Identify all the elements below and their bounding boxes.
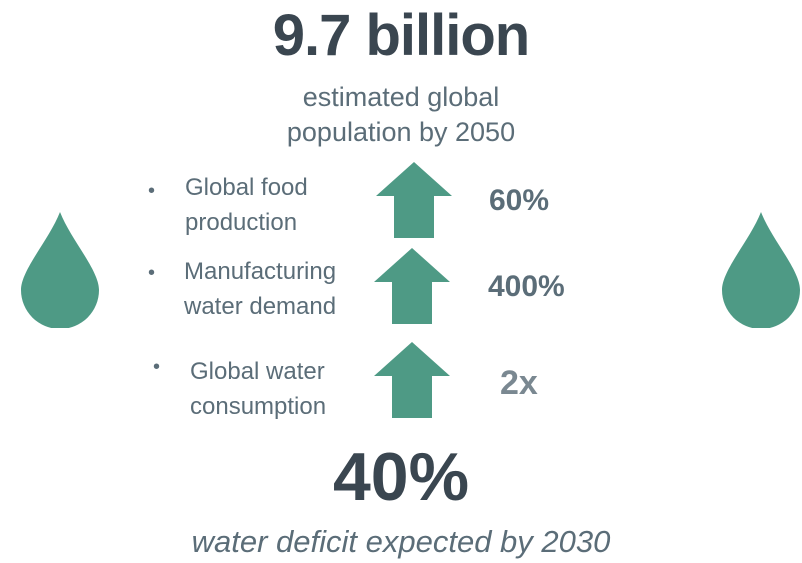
subtitle-line-2: population by 2050 xyxy=(286,117,516,147)
bullet: • xyxy=(153,356,161,378)
stat-label-line-1: Manufacturing xyxy=(184,258,337,285)
up-arrow-icon xyxy=(374,342,450,418)
stat-value: 400% xyxy=(488,270,565,303)
stat-label-line-2: water demand xyxy=(184,293,337,320)
bullet: • xyxy=(148,262,156,284)
deficit-stat: 40% xyxy=(332,439,470,515)
stat-value: 60% xyxy=(489,184,550,217)
stat-label: Global food production xyxy=(185,170,308,240)
headline-population: 9.7 billion xyxy=(272,3,531,68)
stat-label-line-2: consumption xyxy=(190,393,327,420)
deficit-caption: water deficit expected by 2030 xyxy=(191,524,611,559)
stat-row-consumption: • Global water consumption 2x xyxy=(0,340,802,430)
stat-label-line-1: Global water xyxy=(190,358,325,385)
stat-label: Global water consumption xyxy=(190,354,326,424)
up-arrow-icon xyxy=(376,162,452,238)
stat-row-manufacturing: • Manufacturing water demand 400% xyxy=(0,248,802,338)
headline-subtitle: estimated global population by 2050 xyxy=(0,80,802,150)
stat-row-food: • Global food production 60% xyxy=(0,160,802,250)
stat-label-line-2: production xyxy=(185,209,298,236)
bullet: • xyxy=(148,180,156,202)
up-arrow-icon xyxy=(374,248,450,324)
water-drop-icon xyxy=(722,212,800,328)
stat-value: 2x xyxy=(500,364,538,402)
stat-label-line-1: Global food xyxy=(185,174,308,201)
stat-label: Manufacturing water demand xyxy=(184,254,336,324)
subtitle-line-1: estimated global xyxy=(302,82,500,112)
water-drop-icon xyxy=(21,212,99,328)
